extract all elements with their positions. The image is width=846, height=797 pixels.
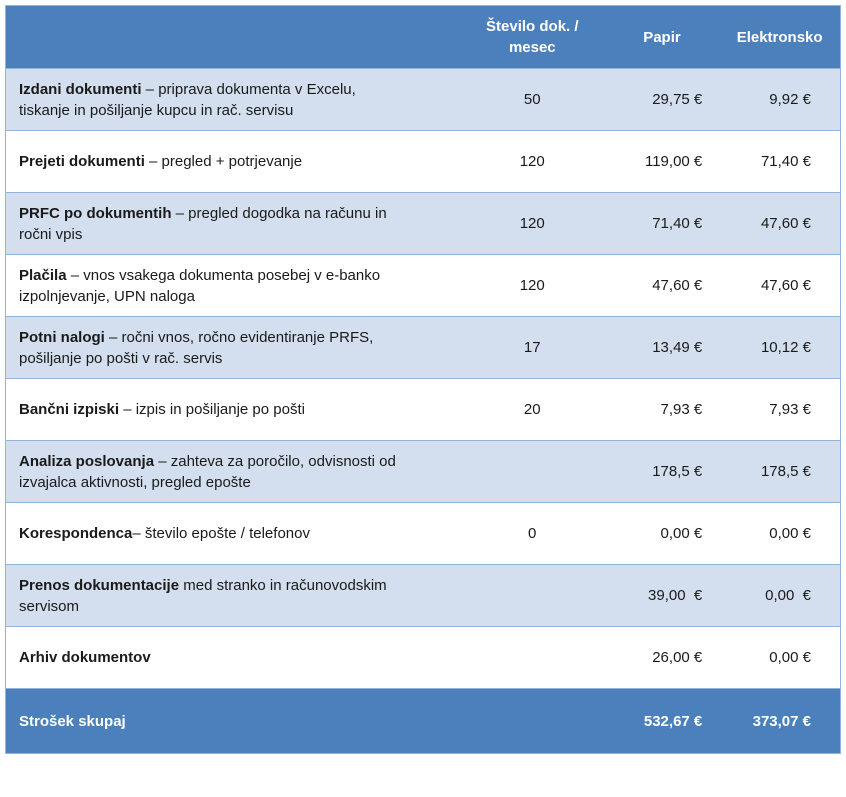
row-count-value: 17 [523,339,541,356]
row-paper-cost: 7,93 € [660,401,703,418]
table-row: Korespondenca– število epošte / telefono… [6,502,840,564]
row-label-term: Korespondenca [19,525,133,542]
row-electronic-cost: 9,92 € [769,91,811,108]
row-label-desc: – izpis in pošiljanje po pošti [119,401,305,418]
table-body: Izdani dokumenti – priprava dokumenta v … [6,68,840,688]
row-label-term: Potni nalogi [19,328,105,346]
footer-total-label: Strošek skupaj [19,712,126,730]
row-label-desc: – ročni vnos, ročno evidentiranje PRFS, … [19,328,374,367]
table-row: Prejeti dokumenti – pregled + potrjevanj… [6,130,840,192]
row-count-value: 20 [523,401,541,418]
row-electronic-cost: 7,93 € [769,401,811,418]
row-label: Bančni izpiski – izpis in pošiljanje po … [6,399,460,420]
row-label-term: Bančni izpiski [19,401,120,418]
row-paper-cost: 0,00 € [660,525,703,542]
row-label-desc: – priprava dokumenta v Excelu, tiskanje … [19,80,356,119]
table-row: Bančni izpiski – izpis in pošiljanje po … [6,378,840,440]
row-count-value: 50 [523,91,541,108]
row-label-desc: med stranko in računovodskim servisom [19,576,387,615]
row-label-desc: – pregled + potrjevanje [144,153,303,170]
row-paper-cost: 39,00 € [648,587,703,604]
row-label-desc: – zahteva za poročilo, odvisnosti od izv… [19,452,396,491]
table-row: Analiza poslovanja – zahteva za poročilo… [6,440,840,502]
header-paper-column: Papir [643,28,681,46]
row-paper-cost: 178,5 € [652,463,703,480]
row-electronic-cost: 47,60 € [760,215,811,232]
row-label-term: Plačila [19,266,67,284]
row-label: Arhiv dokumentov [6,647,460,668]
row-paper-cost: 71,40 € [652,215,703,232]
footer-paper-total: 532,67 € [643,712,703,730]
row-label-term: PRFC po dokumentih [19,204,172,222]
row-count-value: 120 [519,215,545,232]
row-paper-cost: 26,00 € [652,649,703,666]
row-count-value: 0 [528,525,537,542]
row-label-desc: – vnos vsakega dokumenta posebej v e-ban… [19,266,381,305]
row-electronic-cost: 0,00 € [769,649,811,666]
row-label: Izdani dokumenti – priprava dokumenta v … [6,79,460,121]
row-label-term: Prejeti dokumenti [19,153,145,170]
table-row: Plačila – vnos vsakega dokumenta posebej… [6,254,840,316]
table-row: Prenos dokumentacije med stranko in raču… [6,564,840,626]
row-label-term: Analiza poslovanja [19,452,155,470]
row-electronic-cost: 0,00 € [769,525,811,542]
row-label: Prenos dokumentacije med stranko in raču… [6,575,460,617]
row-label-term: Arhiv dokumentov [19,649,151,666]
row-count-value: 120 [519,277,545,294]
row-electronic-cost: 0,00 € [765,587,811,604]
footer-electronic-total: 373,07 € [752,712,811,730]
row-paper-cost: 47,60 € [652,277,703,294]
row-label: Potni nalogi – ročni vnos, ročno evident… [6,327,460,369]
row-label: Prejeti dokumenti – pregled + potrjevanj… [6,151,460,172]
row-paper-cost: 13,49 € [652,339,703,356]
row-electronic-cost: 71,40 € [760,153,811,170]
table-row: PRFC po dokumentih – pregled dogodka na … [6,192,840,254]
row-label-term: Izdani dokumenti [19,80,142,98]
header-count-column: Število dok. / mesec [486,18,579,56]
table-row: Arhiv dokumentov 26,00 € 0,00 € [6,626,840,688]
table-row: Izdani dokumenti – priprava dokumenta v … [6,68,840,130]
row-label: PRFC po dokumentih – pregled dogodka na … [6,203,460,245]
table-footer-row: Strošek skupaj 532,67 € 373,07 € [6,688,840,753]
row-electronic-cost: 10,12 € [760,339,811,356]
row-label: Plačila – vnos vsakega dokumenta posebej… [6,265,460,307]
row-label: Korespondenca– število epošte / telefono… [6,523,460,544]
row-electronic-cost: 47,60 € [760,277,811,294]
cost-comparison-table: Število dok. / mesec Papir Elektronsko I… [5,5,841,754]
row-electronic-cost: 178,5 € [760,463,811,480]
table-row: Potni nalogi – ročni vnos, ročno evident… [6,316,840,378]
header-electronic-column: Elektronsko [736,28,823,46]
row-label-term: Prenos dokumentacije [19,576,180,594]
row-count-value: 120 [519,153,545,170]
table-header-row: Število dok. / mesec Papir Elektronsko [6,6,840,68]
row-paper-cost: 119,00 € [644,153,703,170]
row-paper-cost: 29,75 € [652,91,703,108]
row-label-desc: – število epošte / telefonov [132,525,310,542]
row-label-desc: – pregled dogodka na računu in ročni vpi… [19,204,387,243]
row-label: Analiza poslovanja – zahteva za poročilo… [6,451,460,493]
